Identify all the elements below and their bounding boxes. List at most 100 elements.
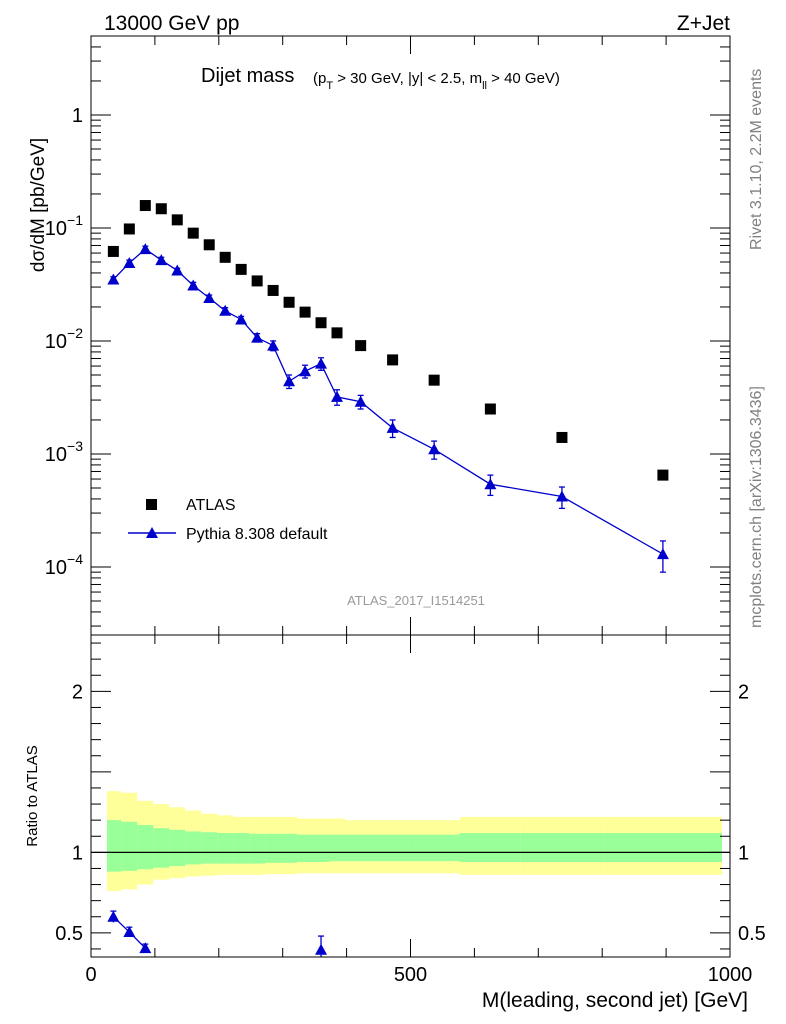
ratio-inner-band-bin	[106, 820, 122, 872]
atlas-data-point	[107, 245, 119, 257]
ratio-inner-band-bin	[217, 833, 234, 864]
y-tick-label: 10−2	[45, 325, 83, 353]
ratio-inner-band-bin	[345, 834, 377, 862]
ratio-y-tick-label-right: 0.5	[738, 923, 766, 945]
pythia-data-point	[484, 478, 497, 490]
pythia-data-point	[155, 254, 168, 266]
atlas-data-point	[171, 214, 183, 226]
ratio-inner-band-bin	[121, 821, 138, 871]
pythia-data-point	[386, 421, 399, 433]
main-y-axis-label: dσ/dM [pb/GeV]	[28, 138, 49, 272]
main-panel: 1 10−1 10−2 10−3 10−4 Dijet mass (pT > 30 Ge…	[28, 35, 731, 636]
ratio-y-tick-label-left: 1	[72, 842, 83, 864]
ratio-y-tick-label-left: 2	[72, 681, 83, 703]
mcplots-reference-text: mcplots.cern.ch [arXiv:1306.3436]	[748, 386, 765, 628]
ratio-inner-band-bin	[265, 833, 282, 863]
ratio-data-point	[139, 942, 152, 954]
atlas-data-point	[428, 374, 440, 386]
pythia-data-point	[171, 264, 184, 276]
atlas-data-point	[355, 340, 367, 352]
main-y-tick-labels: 1 10−1 10−2 10−3 10−4	[45, 105, 83, 579]
atlas-data-point	[315, 317, 327, 329]
legend-atlas-marker	[146, 499, 157, 510]
ratio-inner-band-bin	[233, 833, 250, 864]
ratio-inner-band-bin	[313, 834, 330, 863]
legend: ATLAS Pythia 8.308 default	[128, 497, 328, 543]
pythia-data-point	[107, 273, 120, 285]
main-axis-ticks	[90, 35, 731, 635]
energy-label: 13000 GeV pp	[104, 12, 239, 35]
main-plot-frame	[90, 35, 731, 636]
atlas-data-point	[331, 327, 343, 339]
x-tick-label: 1000	[708, 964, 753, 986]
atlas-data-point	[235, 263, 247, 275]
ratio-uncertainty-bands	[91, 791, 730, 891]
atlas-data-point	[387, 354, 399, 366]
pythia-data-point	[315, 357, 328, 369]
atlas-data-point	[657, 469, 669, 481]
ratio-inner-band-bin	[603, 833, 723, 863]
ratio-y-tick-label-left: 0.5	[55, 923, 83, 945]
pythia-data-point	[123, 256, 136, 268]
atlas-data-point	[139, 200, 151, 212]
pythia-data-point	[219, 304, 232, 316]
atlas-data-point	[251, 275, 263, 287]
atlas-data-point	[203, 239, 215, 251]
ratio-panel: 0.5 0.5 1 1 2 2 0 500 1000 Ratio to ATLAS M(lead…	[24, 634, 766, 1012]
pythia-data-point	[299, 365, 312, 377]
ratio-inner-band-bin	[153, 828, 170, 868]
atlas-data-point	[219, 251, 231, 263]
ratio-data-layer	[107, 910, 328, 957]
ratio-inner-band-bin	[201, 832, 218, 864]
atlas-data-point	[556, 431, 568, 443]
ratio-inner-band-bin	[249, 833, 266, 864]
ratio-inner-band-bin	[137, 824, 154, 870]
analysis-id-label: ATLAS_2017_I1514251	[347, 593, 485, 608]
pythia-data-point	[267, 339, 280, 351]
atlas-data-point	[267, 284, 279, 296]
x-tick-label: 0	[85, 964, 96, 986]
ratio-inner-band-bin	[329, 834, 346, 862]
ratio-y-tick-label-right: 2	[738, 681, 749, 703]
x-axis-label: M(leading, second jet) [GeV]	[482, 989, 748, 1012]
pythia-data-point	[203, 292, 216, 304]
y-tick-label: 10−4	[45, 551, 83, 579]
ratio-tick-labels: 0.5 0.5 1 1 2 2 0 500 1000	[55, 681, 766, 986]
ratio-inner-band-bin	[281, 833, 298, 863]
atlas-data-point	[187, 227, 199, 239]
pythia-data-point	[331, 390, 344, 402]
ratio-data-point	[107, 910, 120, 922]
ratio-axis-ticks	[90, 635, 731, 957]
ratio-y-tick-label-right: 1	[738, 842, 749, 864]
pythia-data-point	[283, 375, 296, 387]
ratio-inner-band-bin	[297, 834, 314, 863]
y-tick-label: 10−1	[45, 212, 83, 240]
ratio-inner-band-bin	[185, 831, 202, 865]
ratio-inner-band-bin	[169, 829, 186, 867]
ratio-inner-band-bin	[408, 834, 461, 862]
pythia-data-point	[428, 443, 441, 455]
y-tick-label: 1	[72, 105, 83, 127]
main-data-layer	[107, 200, 669, 573]
atlas-data-point	[484, 403, 496, 415]
pythia-data-point	[139, 243, 152, 255]
legend-mc-label: Pythia 8.308 default	[186, 526, 328, 543]
ratio-y-axis-label: Ratio to ATLAS	[24, 745, 41, 846]
atlas-data-point	[155, 203, 167, 215]
atlas-data-point	[123, 223, 135, 235]
ratio-inner-band-bin	[376, 834, 409, 862]
rivet-version-text: Rivet 3.1.10, 2.2M events	[748, 69, 765, 250]
pythia-data-point	[235, 313, 248, 325]
ratio-inner-band-bin	[520, 833, 604, 863]
pythia-data-point	[656, 548, 669, 560]
process-label: Z+Jet	[677, 12, 730, 35]
legend-mc-marker	[146, 527, 158, 538]
ratio-inner-band-bin	[460, 833, 521, 863]
x-tick-label: 500	[394, 964, 427, 986]
pythia-data-point	[354, 395, 367, 407]
atlas-data-point	[299, 306, 311, 318]
chart-cuts-subtitle: (pT > 30 GeV, |y| < 2.5, mll > 40 GeV)	[313, 70, 560, 92]
ratio-data-point	[315, 943, 328, 955]
pythia-data-point	[251, 331, 264, 343]
